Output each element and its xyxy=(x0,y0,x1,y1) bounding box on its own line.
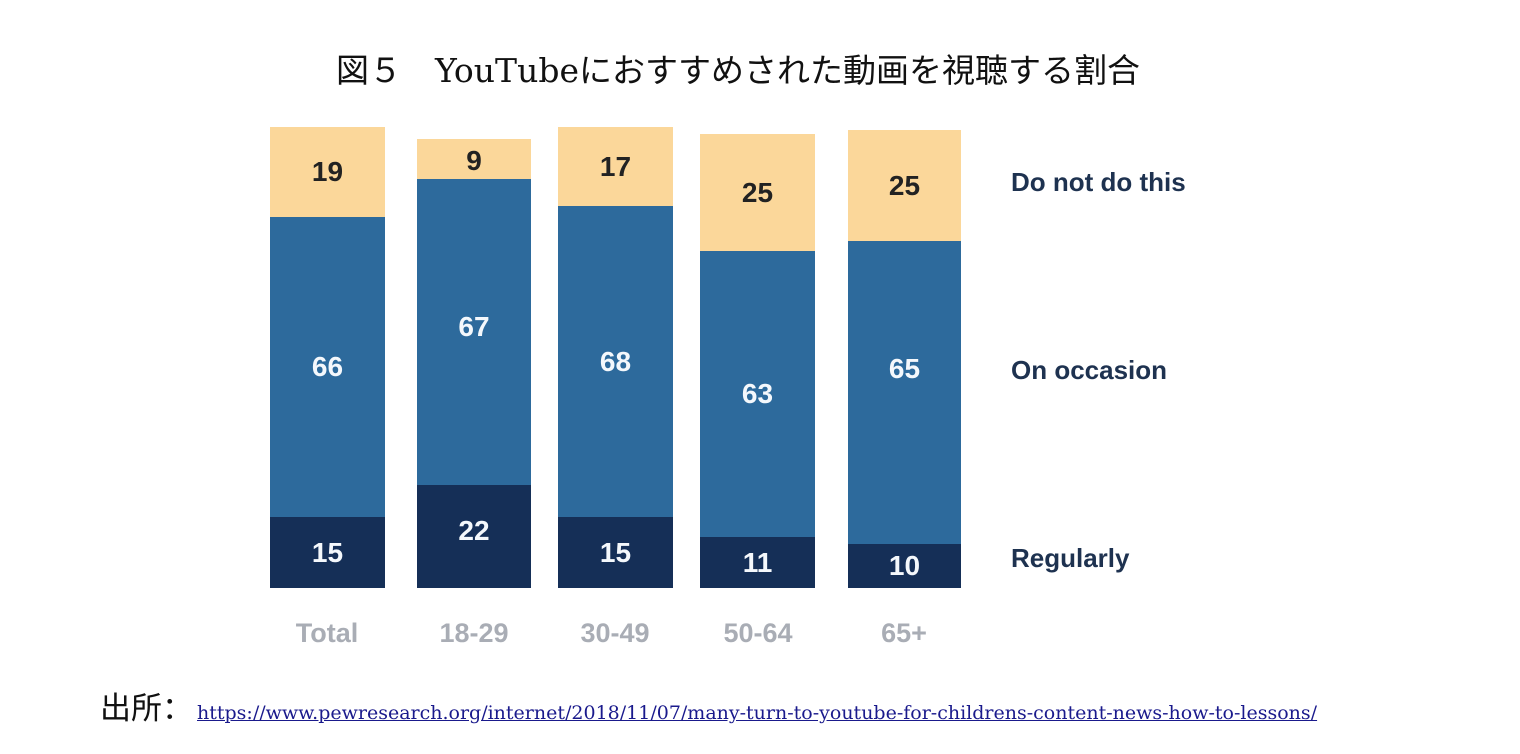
segment-regularly: 22 xyxy=(417,485,531,588)
legend-do-not-do-this: Do not do this xyxy=(1011,167,1186,197)
segment-do-not-do-this: 9 xyxy=(417,139,531,179)
legend-regularly: Regularly xyxy=(1011,543,1130,573)
x-label-50-64: 50-64 xyxy=(723,618,793,648)
segment-do-not-do-this: 17 xyxy=(558,127,673,206)
value-label: 11 xyxy=(742,546,773,578)
stacked-bar-chart: 19 66 15 9 67 22 17 68 15 25 63 11 25 65… xyxy=(270,127,1186,648)
legend-on-occasion: On occasion xyxy=(1011,355,1168,385)
bar-65-plus: 25 65 10 xyxy=(848,130,961,588)
value-label: 10 xyxy=(888,550,921,581)
value-label: 67 xyxy=(458,311,490,342)
segment-on-occasion: 65 xyxy=(848,241,961,544)
segment-regularly: 15 xyxy=(558,517,673,588)
value-label: 19 xyxy=(311,156,344,187)
segment-regularly: 11 xyxy=(700,537,815,588)
value-label: 65 xyxy=(888,353,921,384)
segment-on-occasion: 66 xyxy=(270,217,385,517)
segment-on-occasion: 63 xyxy=(700,251,815,537)
figure-title: 図５ YouTubeにおすすめされた動画を視聴する割合 xyxy=(336,51,1140,90)
value-label: 25 xyxy=(888,169,921,201)
source-label: 出所： xyxy=(100,691,193,727)
x-label-18-29: 18-29 xyxy=(439,618,509,648)
value-label: 15 xyxy=(311,536,344,568)
bar-30-49: 17 68 15 xyxy=(558,127,673,588)
segment-on-occasion: 68 xyxy=(558,206,673,517)
bar-18-29: 9 67 22 xyxy=(417,139,531,588)
x-label-30-49: 30-49 xyxy=(580,618,650,648)
source-link[interactable]: https://www.pewresearch.org/internet/201… xyxy=(197,702,1318,724)
segment-do-not-do-this: 19 xyxy=(270,127,385,217)
value-label: 63 xyxy=(741,378,774,409)
value-label: 22 xyxy=(458,515,490,546)
x-label-65-plus: 65+ xyxy=(881,618,927,648)
segment-regularly: 15 xyxy=(270,517,385,588)
value-label: 17 xyxy=(599,151,632,182)
bar-total: 19 66 15 xyxy=(270,127,385,588)
segment-on-occasion: 67 xyxy=(417,179,531,485)
x-label-total: Total xyxy=(295,618,359,648)
value-label: 68 xyxy=(599,345,632,377)
segment-regularly: 10 xyxy=(848,544,961,588)
value-label: 25 xyxy=(741,176,774,208)
value-label: 15 xyxy=(599,536,632,568)
value-label: 9 xyxy=(466,145,482,176)
source-citation: 出所： https://www.pewresearch.org/internet/… xyxy=(100,683,1317,728)
value-label: 66 xyxy=(311,351,344,382)
segment-do-not-do-this: 25 xyxy=(848,130,961,241)
segment-do-not-do-this: 25 xyxy=(700,134,815,251)
bar-50-64: 25 63 11 xyxy=(700,134,815,588)
